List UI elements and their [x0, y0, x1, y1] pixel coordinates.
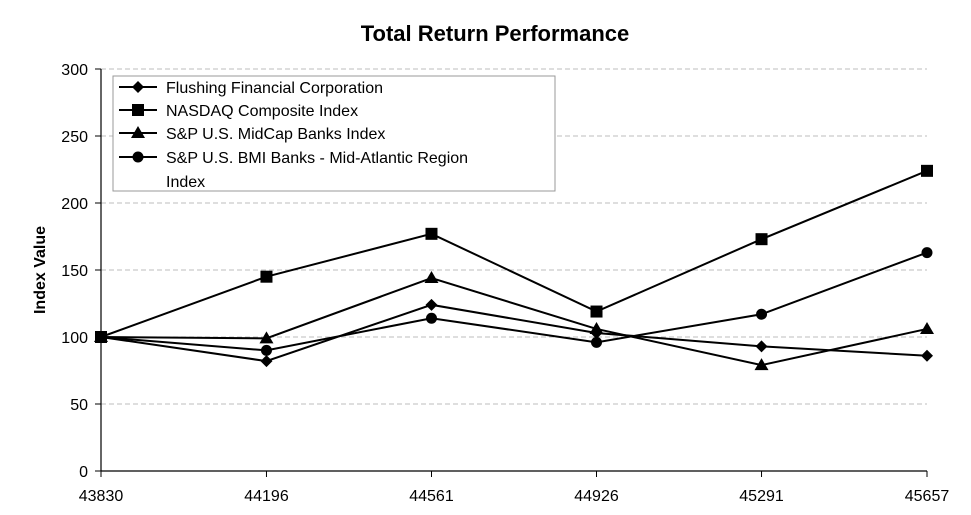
series-line — [100, 251, 928, 352]
y-tick-label: 150 — [61, 263, 88, 280]
data-point — [425, 227, 438, 240]
legend-label: S&P U.S. BMI Banks - Mid-Atlantic Region — [166, 150, 468, 167]
legend-marker — [132, 151, 144, 163]
data-point — [591, 336, 603, 348]
x-tick-label: 44196 — [244, 488, 289, 505]
series-line — [100, 276, 928, 367]
legend-label: S&P U.S. MidCap Banks Index — [166, 126, 385, 143]
legend-label: Flushing Financial Corporation — [166, 80, 383, 97]
y-axis-label: Index Value — [32, 226, 49, 314]
y-tick-label: 50 — [70, 397, 88, 414]
y-tick-label: 200 — [61, 196, 88, 213]
x-tick-label: 45291 — [739, 488, 784, 505]
data-point — [95, 331, 107, 343]
data-point — [590, 305, 603, 318]
chart-title: Total Return Performance — [361, 21, 630, 46]
data-point — [921, 164, 933, 177]
y-tick-label: 250 — [61, 129, 88, 146]
x-tick-label: 44926 — [574, 488, 619, 505]
data-point — [259, 331, 274, 344]
data-point — [425, 312, 437, 324]
legend-marker — [132, 81, 144, 93]
data-point — [260, 355, 273, 368]
legend-label: NASDAQ Composite Index — [166, 103, 358, 120]
x-tick-label: 43830 — [79, 488, 124, 505]
series-line — [100, 303, 928, 363]
x-tick-label: 45657 — [905, 488, 950, 505]
data-point — [260, 270, 273, 283]
data-point — [589, 321, 604, 334]
legend-marker — [131, 126, 145, 138]
legend-label: Index — [166, 174, 205, 191]
y-tick-label: 0 — [79, 464, 88, 481]
y-tick-label: 100 — [61, 330, 88, 347]
series-group — [94, 164, 934, 371]
data-point — [921, 247, 933, 259]
legend-marker — [132, 104, 144, 116]
data-point — [424, 271, 439, 284]
series-line — [100, 169, 928, 338]
data-point — [921, 349, 933, 362]
legend-box — [112, 75, 556, 192]
data-point — [754, 358, 769, 371]
tick-labels: 0 50 100 150 200 250 300 43830 44196 44561 44926 45… — [61, 62, 949, 505]
data-point — [756, 308, 768, 320]
x-tick-label: 44561 — [409, 488, 454, 505]
y-tick-label: 300 — [61, 62, 88, 79]
data-point — [260, 344, 272, 356]
axes — [95, 68, 928, 477]
legend: Flushing Financial Corporation NASDAQ Com… — [112, 75, 556, 192]
data-point — [920, 321, 934, 334]
data-point — [425, 298, 438, 311]
data-point — [755, 233, 768, 246]
data-point — [755, 340, 768, 353]
